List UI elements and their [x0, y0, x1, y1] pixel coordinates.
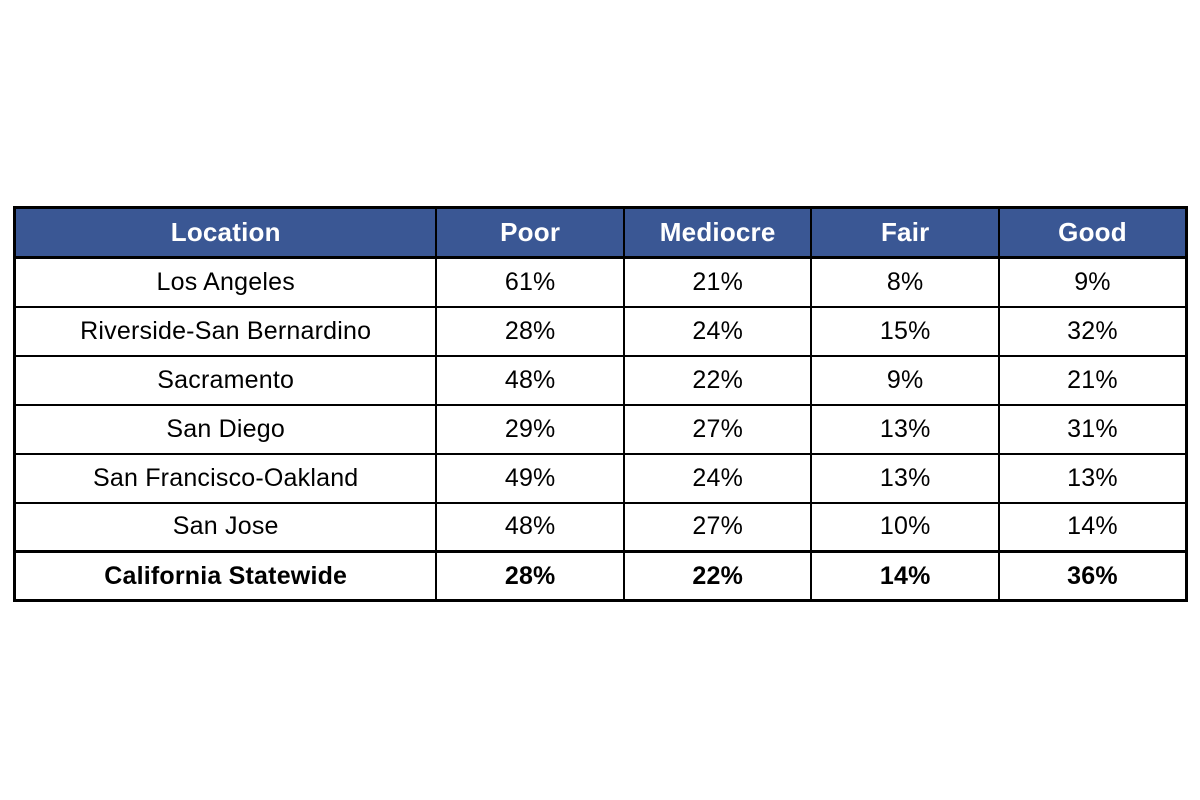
mediocre-cell: 24% [622, 452, 813, 504]
good-cell: 9% [997, 256, 1188, 308]
fair-cell: 13% [810, 452, 1000, 504]
table-row: San Jose 48% 27% 10% 14% [13, 501, 1188, 553]
poor-cell: 61% [435, 256, 625, 308]
header-location: Location [13, 206, 438, 259]
poor-cell: 29% [435, 403, 625, 455]
header-row: Location Poor Mediocre Fair Good [13, 206, 1188, 259]
road-conditions-table: Location Poor Mediocre Fair Good Los Ang… [13, 206, 1188, 602]
fair-cell: 13% [810, 403, 1000, 455]
location-cell: Riverside-San Bernardino [13, 305, 438, 357]
fair-cell: 8% [810, 256, 1000, 308]
location-cell: San Diego [13, 403, 438, 455]
header-good: Good [997, 206, 1188, 259]
location-cell: San Jose [13, 501, 438, 553]
table-row: Los Angeles 61% 21% 8% 9% [13, 256, 1188, 308]
location-cell: Los Angeles [13, 256, 438, 308]
poor-cell: 28% [435, 550, 625, 602]
fair-cell: 9% [810, 354, 1000, 406]
location-cell: San Francisco-Oakland [13, 452, 438, 504]
table-row: Sacramento 48% 22% 9% 21% [13, 354, 1188, 406]
table-row: San Francisco-Oakland 49% 24% 13% 13% [13, 452, 1188, 504]
mediocre-cell: 22% [622, 354, 813, 406]
fair-cell: 14% [810, 550, 1000, 602]
good-cell: 32% [997, 305, 1188, 357]
poor-cell: 49% [435, 452, 625, 504]
location-cell: California Statewide [13, 550, 438, 602]
road-conditions-table-container: Location Poor Mediocre Fair Good Los Ang… [13, 206, 1188, 602]
good-cell: 13% [997, 452, 1188, 504]
mediocre-cell: 27% [622, 501, 813, 553]
fair-cell: 10% [810, 501, 1000, 553]
mediocre-cell: 22% [622, 550, 813, 602]
header-poor: Poor [435, 206, 625, 259]
table-row: Riverside-San Bernardino 28% 24% 15% 32% [13, 305, 1188, 357]
good-cell: 31% [997, 403, 1188, 455]
good-cell: 36% [997, 550, 1188, 602]
table-row: San Diego 29% 27% 13% 31% [13, 403, 1188, 455]
fair-cell: 15% [810, 305, 1000, 357]
poor-cell: 48% [435, 501, 625, 553]
mediocre-cell: 27% [622, 403, 813, 455]
good-cell: 21% [997, 354, 1188, 406]
statewide-summary-row: California Statewide 28% 22% 14% 36% [13, 550, 1188, 602]
good-cell: 14% [997, 501, 1188, 553]
header-mediocre: Mediocre [622, 206, 813, 259]
mediocre-cell: 21% [622, 256, 813, 308]
poor-cell: 28% [435, 305, 625, 357]
poor-cell: 48% [435, 354, 625, 406]
header-fair: Fair [810, 206, 1000, 259]
location-cell: Sacramento [13, 354, 438, 406]
mediocre-cell: 24% [622, 305, 813, 357]
